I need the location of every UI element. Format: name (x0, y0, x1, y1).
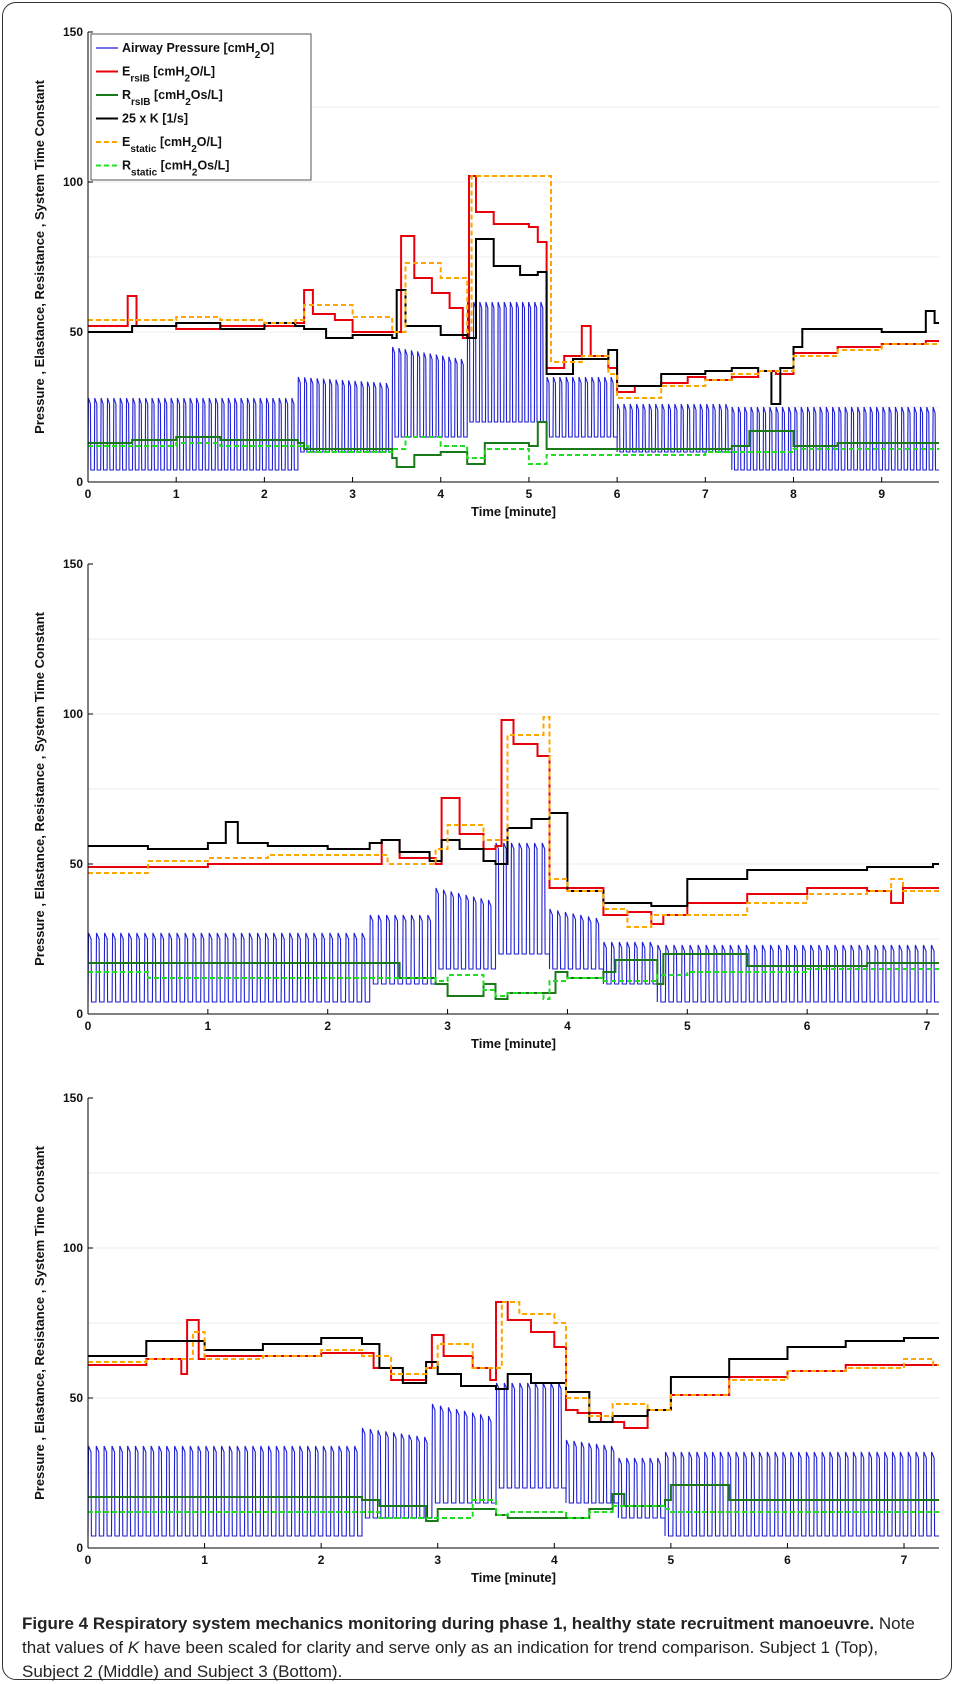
x-tick-label: 6 (614, 487, 621, 501)
y-axis-label: Pressure , Elastance, Resistance , Syste… (32, 1145, 47, 1499)
x-tick-label: 4 (564, 1019, 571, 1033)
legend-entry: RrsIB [cmH2Os/L] (122, 88, 223, 108)
axes: 0 50 100 150 0 1 2 3 4 5 6 7 (63, 1091, 939, 1567)
x-tick-label: 1 (201, 1553, 208, 1567)
x-tick-label: 9 (878, 487, 885, 501)
x-axis-label: Time [minute] (471, 1036, 556, 1051)
grid (88, 1172, 939, 1474)
series-line (88, 968, 939, 1000)
caption-k: K (127, 1638, 140, 1657)
series-25-x-k (88, 238, 939, 405)
series-line (88, 436, 939, 465)
y-tick-label: 150 (63, 1091, 83, 1105)
x-tick-label: 7 (901, 1553, 908, 1567)
y-tick-label: 100 (63, 175, 83, 189)
series-25-x-k (88, 1337, 939, 1423)
x-axis-label: Time [minute] (471, 1570, 556, 1585)
x-tick-label: 3 (444, 1019, 451, 1033)
series-e-rsib (88, 1301, 939, 1429)
pressure-waveform (87, 842, 939, 1003)
x-tick-label: 2 (318, 1553, 325, 1567)
chart-subject-1: 0 50 100 150 0 1 2 3 4 5 6 7 8 9 Time [minute] Pressure… (32, 25, 939, 519)
series-line (88, 175, 939, 399)
caption-text-2: have been scaled for clarity and serve o… (22, 1638, 879, 1681)
y-tick-label: 0 (76, 475, 83, 489)
series-r-static (88, 1499, 939, 1519)
series-e-static (88, 175, 939, 399)
series-line (88, 1301, 939, 1429)
axes: 0 50 100 150 0 1 2 3 4 5 6 7 8 9 (63, 25, 939, 501)
axes: 0 50 100 150 0 1 2 3 4 5 6 7 (63, 557, 939, 1033)
x-tick-label: 5 (668, 1553, 675, 1567)
series-r-static (88, 436, 939, 465)
legend-entry: Rstatic [cmH2Os/L] (122, 159, 229, 179)
x-tick-label: 8 (790, 487, 797, 501)
y-tick-label: 50 (70, 1391, 84, 1405)
series-r-rsib (88, 1484, 939, 1522)
series-line (88, 421, 939, 468)
series-line (88, 175, 939, 393)
x-tick-label: 1 (205, 1019, 212, 1033)
x-tick-label: 4 (551, 1553, 558, 1567)
x-tick-label: 2 (261, 487, 268, 501)
x-tick-label: 7 (924, 1019, 931, 1033)
x-tick-label: 3 (434, 1553, 441, 1567)
legend: Airway Pressure [cmH2O] ErsIB [cmH2O/L] Rr… (90, 33, 312, 181)
series-e-static (88, 1301, 939, 1417)
legend-box (90, 33, 312, 181)
pressure-waveform (87, 1382, 939, 1537)
chart-subject-3: 0 50 100 150 0 1 2 3 4 5 6 7 Time [minute] Pressure ,… (32, 1091, 939, 1585)
chart-subject-2: 0 50 100 150 0 1 2 3 4 5 6 7 Time [minute] Pressure ,… (32, 557, 939, 1051)
x-tick-label: 5 (684, 1019, 691, 1033)
x-tick-label: 0 (85, 1019, 92, 1033)
series-r-static (88, 968, 939, 1000)
y-tick-label: 50 (70, 325, 84, 339)
legend-entry: Airway Pressure [cmH2O] (122, 41, 274, 61)
series-e-rsib (88, 175, 939, 393)
series-line (88, 1499, 939, 1519)
series-25-x-k (88, 812, 939, 907)
y-axis-label: Pressure , Elastance, Resistance , Syste… (32, 79, 47, 433)
series-e-static (88, 716, 939, 928)
y-tick-label: 150 (63, 557, 83, 571)
y-tick-label: 100 (63, 1241, 83, 1255)
y-tick-label: 100 (63, 707, 83, 721)
x-tick-label: 0 (85, 1553, 92, 1567)
y-tick-label: 150 (63, 25, 83, 39)
x-tick-label: 3 (349, 487, 356, 501)
x-tick-label: 4 (437, 487, 444, 501)
series-airway-pressure (87, 1382, 939, 1537)
y-axis-label: Pressure , Elastance, Resistance , Syste… (32, 611, 47, 965)
x-tick-label: 6 (804, 1019, 811, 1033)
series-line (88, 238, 939, 405)
y-tick-label: 0 (76, 1541, 83, 1555)
series-line (88, 1301, 939, 1417)
x-tick-label: 6 (784, 1553, 791, 1567)
caption-text-1: Note that values of (22, 1614, 915, 1657)
caption-title: Figure 4 Respiratory system mechanics mo… (22, 1614, 875, 1633)
legend-entry: 25 x K [1/s] (122, 112, 188, 126)
legend-entry: Estatic [cmH2O/L] (122, 135, 222, 155)
figure-caption: Figure 4 Respiratory system mechanics mo… (22, 1612, 932, 1684)
pressure-waveform (87, 301, 939, 471)
series-line (88, 1337, 939, 1423)
y-tick-label: 0 (76, 1007, 83, 1021)
x-tick-label: 5 (526, 487, 533, 501)
series-airway-pressure (87, 842, 939, 1003)
series-r-rsib (88, 421, 939, 468)
series-line (88, 716, 939, 928)
x-axis-label: Time [minute] (471, 504, 556, 519)
series-airway-pressure (87, 301, 939, 471)
x-tick-label: 2 (324, 1019, 331, 1033)
x-tick-label: 1 (173, 487, 180, 501)
legend-entry: ErsIB [cmH2O/L] (122, 65, 215, 85)
x-tick-label: 0 (85, 487, 92, 501)
x-tick-label: 7 (702, 487, 709, 501)
y-tick-label: 50 (70, 857, 84, 871)
series-line (88, 812, 939, 907)
series-line (88, 1484, 939, 1522)
